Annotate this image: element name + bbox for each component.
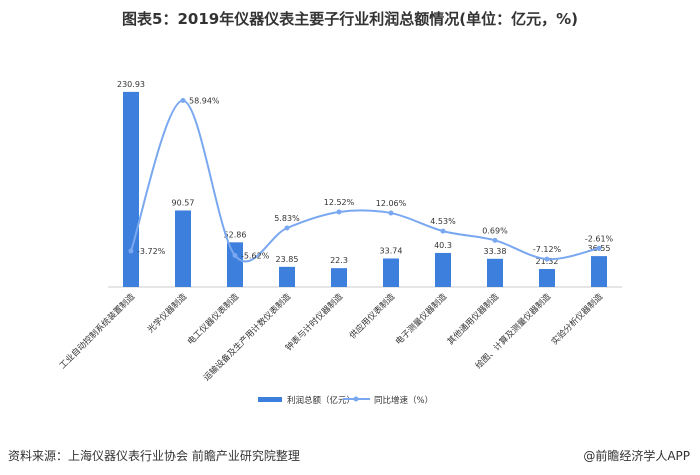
bar [279,266,295,287]
bar-label: 52.86 [224,230,247,239]
line-label: 58.94% [189,97,220,106]
bar [123,91,139,287]
bar [487,258,503,287]
x-tick-label: 光学仪器制造 [145,291,189,335]
line-label: -3.72% [137,247,166,256]
source-note: 资料来源：上海仪器仪表行业协会 前瞻产业研究院整理 [8,449,300,463]
line-point [544,256,550,262]
line-label: 12.52% [324,198,355,207]
line-label: 12.06% [376,199,407,208]
line-point [128,248,134,254]
x-tick-label: 实验分析仪器制造 [549,291,605,347]
x-tick-label: 工业自动控制系统装置制造 [57,291,137,371]
line-label: -7.12% [533,245,562,254]
line-point [232,252,238,258]
legend-line-marker [353,396,359,402]
line-point [492,237,498,243]
chart-title: 图表5：2019年仪器仪表主要子行业利润总额情况(单位：亿元，%) [122,10,578,28]
x-tick-label: 钟表与计时仪器制造 [283,291,345,353]
x-tick-label: 运输设备及生产用计数仪表制造 [201,291,293,383]
bar-label: 90.57 [172,198,195,207]
line-point [440,228,446,234]
legend-bar-swatch [258,397,282,402]
bar-label: 33.74 [380,246,403,255]
x-tick-label: 电子测量仪器制造 [393,291,449,347]
bar-label: 40.3 [434,241,452,250]
bar-label: 22.3 [330,256,348,265]
line-label: -2.61% [585,234,614,243]
bar [175,210,191,287]
line-point [596,245,602,251]
line-point [284,225,290,231]
line-label: 5.83% [274,214,300,223]
x-tick-label: 电工仪器仪表制造 [185,291,241,347]
line-label: -5.62% [241,251,270,260]
line-point [388,210,394,216]
x-tick-label: 供应用仪表制造 [347,291,397,341]
line-label: 0.69% [482,226,508,235]
brand-label: @前瞻经济学人APP [583,449,690,463]
bar [227,242,243,287]
legend-bar-label: 利润总额（亿元） [287,395,355,406]
bar [383,258,399,287]
growth-line [130,99,600,263]
bar [331,268,347,287]
legend-line-label: 同比增速（%） [374,395,433,406]
line-point [180,98,186,104]
line-label: 4.53% [430,217,456,226]
bar-label: 230.93 [117,80,145,89]
chart: 230.93 工业自动控制系统装置制造 90.57 光学仪器制造 52.86 电工仪器仪表… [57,80,622,406]
bar [435,252,451,287]
bar-label: 23.85 [276,255,299,264]
line-point [336,209,342,215]
x-tick-label: 其他通用仪器制造 [445,291,501,347]
bar [591,256,607,287]
bar [539,268,555,287]
bar-label: 33.38 [484,247,507,256]
